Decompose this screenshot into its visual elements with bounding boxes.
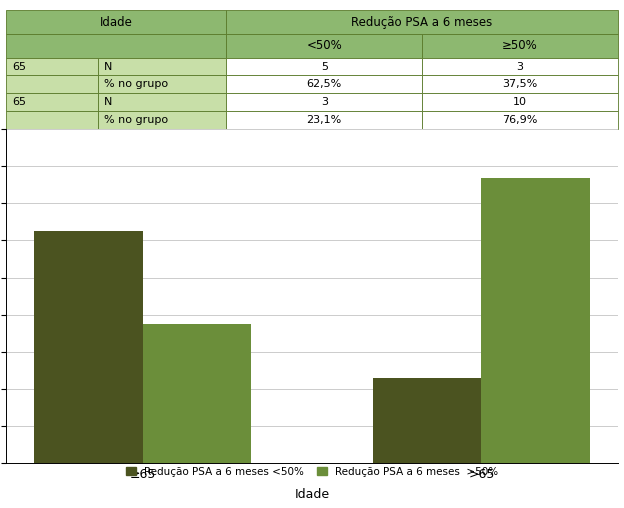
Text: % no grupo: % no grupo <box>104 115 168 125</box>
Text: <50%: <50% <box>306 39 342 52</box>
Bar <box>373 377 482 463</box>
Bar <box>6 10 227 34</box>
Bar <box>227 93 422 111</box>
Bar <box>227 34 422 58</box>
Bar <box>482 178 590 463</box>
Text: % no grupo: % no grupo <box>104 79 168 89</box>
Text: ≥50%: ≥50% <box>502 39 538 52</box>
Bar <box>98 76 227 93</box>
Text: 37,5%: 37,5% <box>502 79 537 89</box>
Bar <box>6 93 98 111</box>
Text: 65: 65 <box>12 61 26 72</box>
Bar <box>422 34 618 58</box>
Text: N: N <box>104 97 112 107</box>
Text: 3: 3 <box>321 97 328 107</box>
Text: Idade: Idade <box>100 16 133 28</box>
Bar <box>98 93 227 111</box>
Bar <box>422 76 618 93</box>
Bar <box>227 58 422 76</box>
Text: 3: 3 <box>517 61 524 72</box>
Text: 10: 10 <box>513 97 527 107</box>
Bar <box>98 111 227 129</box>
Text: Redução PSA a 6 meses: Redução PSA a 6 meses <box>351 16 493 28</box>
Bar <box>422 111 618 129</box>
Bar <box>6 58 98 76</box>
Text: N: N <box>104 61 112 72</box>
Text: 62,5%: 62,5% <box>306 79 342 89</box>
Legend: Redução PSA a 6 meses <50%, Redução PSA a 6 meses  >50%: Redução PSA a 6 meses <50%, Redução PSA … <box>125 466 499 477</box>
Text: 65: 65 <box>12 97 26 107</box>
Bar <box>227 10 618 34</box>
Bar <box>142 324 251 463</box>
X-axis label: Idade: Idade <box>295 488 329 501</box>
Bar <box>422 58 618 76</box>
Text: 76,9%: 76,9% <box>502 115 538 125</box>
Text: 5: 5 <box>321 61 328 72</box>
Text: 23,1%: 23,1% <box>306 115 342 125</box>
Bar <box>6 111 98 129</box>
Bar <box>227 76 422 93</box>
Bar <box>227 111 422 129</box>
Bar <box>98 58 227 76</box>
Bar <box>34 231 142 463</box>
Bar <box>6 76 98 93</box>
Bar <box>422 93 618 111</box>
Bar <box>6 34 227 58</box>
